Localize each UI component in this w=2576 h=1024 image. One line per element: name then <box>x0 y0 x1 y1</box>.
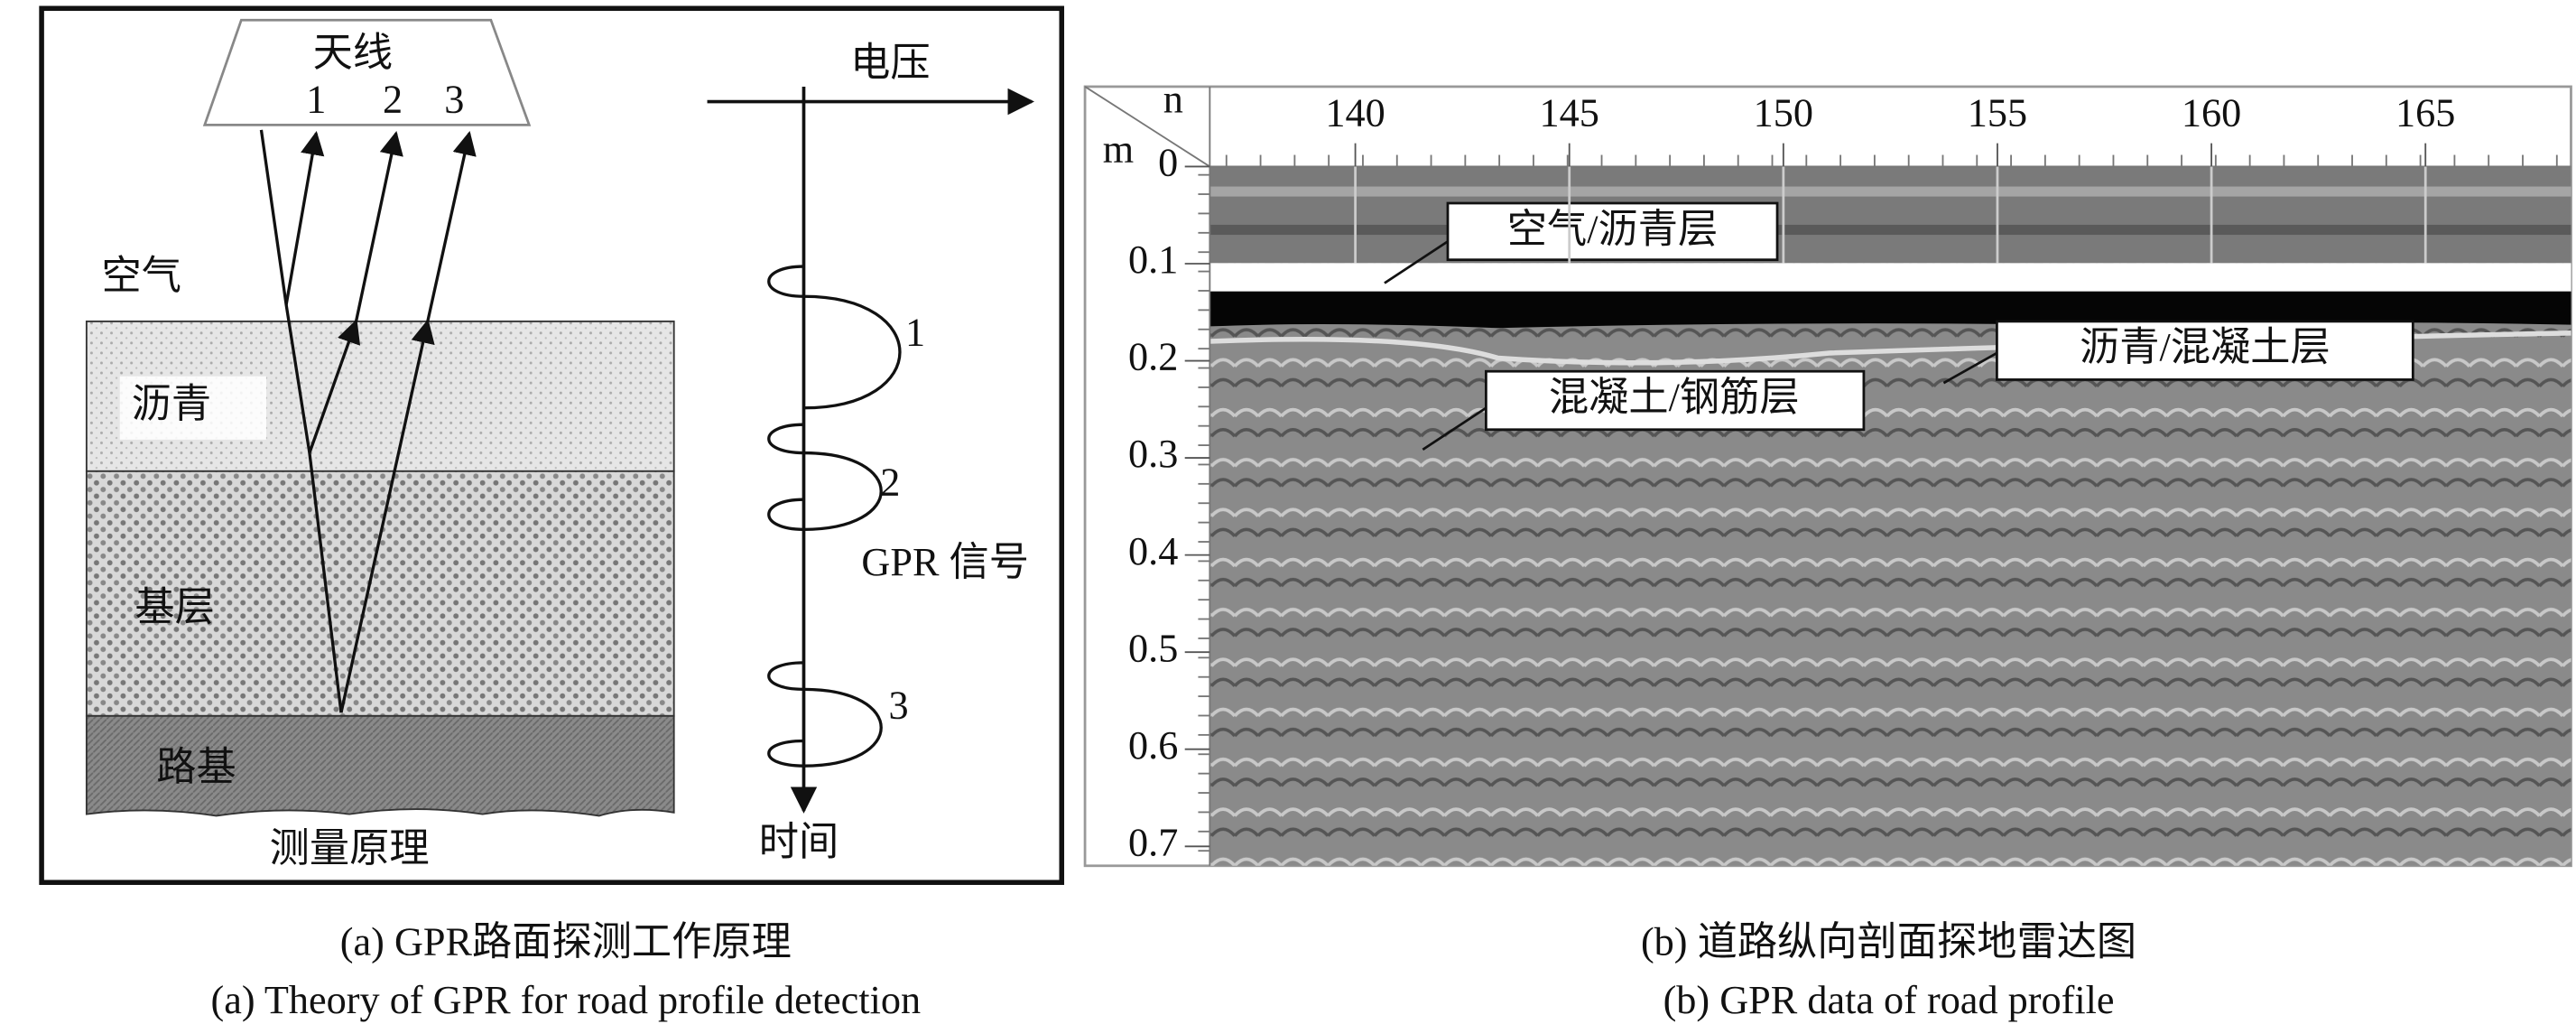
subgrade-layer <box>85 714 675 817</box>
corner <box>1084 86 1210 168</box>
leader <box>1422 406 1487 451</box>
y-tick-label: 0 <box>1158 141 1178 185</box>
x-tick-label: 145 <box>1540 90 1599 135</box>
voltage-label: 电压 <box>850 41 930 85</box>
antenna-label: 天线 <box>313 31 393 75</box>
annotations <box>1384 201 2414 451</box>
label-bg <box>119 376 266 440</box>
y-axis-label: m <box>1103 127 1134 172</box>
leader <box>1384 240 1449 284</box>
caption: (b) GPR data of road profile <box>1663 978 2115 1022</box>
air-band <box>1209 186 2571 197</box>
wavelets <box>767 265 902 768</box>
pulse-label: 1 <box>905 311 925 355</box>
layer-label: 基层 <box>134 585 214 629</box>
frame <box>39 5 1065 885</box>
antenna <box>202 18 532 126</box>
pulse-label: 2 <box>880 461 900 505</box>
rays <box>259 129 477 713</box>
annotation: 沥青/混凝土层 <box>2080 325 2330 369</box>
y-tick-label: 0.7 <box>1128 820 1178 864</box>
port-label: 3 <box>444 78 464 122</box>
port-label: 2 <box>383 78 403 122</box>
port-label: 1 <box>306 78 326 122</box>
layer-label: 空气 <box>101 254 181 298</box>
annotation: 混凝土/钢筋层 <box>1549 376 1800 420</box>
y-tick-label: 0.1 <box>1128 237 1178 282</box>
x-tick-label: 160 <box>2182 90 2241 135</box>
y-tick-label: 0.4 <box>1128 529 1178 573</box>
bottom-label: 测量原理 <box>270 826 430 870</box>
caption: (a) Theory of GPR for road profile detec… <box>211 978 922 1022</box>
caption: (b) 道路纵向剖面探地雷达图 <box>1641 919 2136 963</box>
x-tick-label: 140 <box>1325 90 1385 135</box>
signal-label: GPR 信号 <box>861 540 1029 584</box>
leader <box>1942 351 1998 385</box>
annotation-box <box>1446 201 1779 262</box>
y-tick-label: 0.5 <box>1128 626 1178 670</box>
layer-label: 路基 <box>156 745 236 789</box>
pulse-label: 3 <box>889 684 909 728</box>
x-tick-label: 165 <box>2395 90 2455 135</box>
annotation-box <box>1485 369 1866 432</box>
x-tick-label: 150 <box>1754 90 1813 135</box>
x-tick-label: 155 <box>1968 90 2027 135</box>
layer-label: 沥青 <box>132 382 211 426</box>
panel-b: n m 空气/沥青层 沥青/混凝土层 混凝土/钢筋层 (b) 道路纵向剖面探地雷… <box>1083 78 2572 1022</box>
y-tick-label: 0.6 <box>1128 723 1178 768</box>
surface-band <box>1209 291 2571 329</box>
air-band <box>1209 224 2571 236</box>
air-band <box>1209 166 2571 264</box>
gap-band <box>1209 263 2571 292</box>
x-axis-label: n <box>1163 78 1183 122</box>
time-label: 时间 <box>759 820 839 864</box>
annotation: 空气/沥青层 <box>1507 207 1718 251</box>
y-tick-label: 0.3 <box>1128 432 1178 476</box>
caption: (a) GPR路面探测工作原理 <box>340 919 792 963</box>
annotation-box <box>1996 320 2414 381</box>
y-tick-label: 0.2 <box>1128 335 1178 379</box>
panel-a: 天线 1 2 3 空气 沥青 基层 路基 测量原理 电压 时间 GPR 信号 1… <box>39 5 1065 1022</box>
